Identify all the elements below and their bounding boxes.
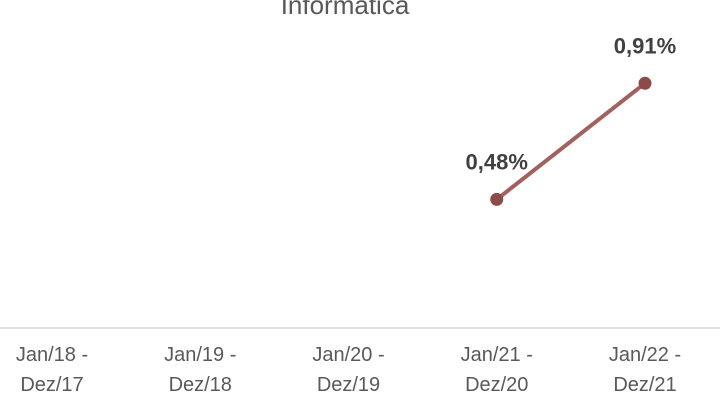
data-label: 0,48% (466, 149, 528, 174)
x-tick-label: Jan/22 - Dez/21 (608, 344, 682, 396)
data-label: 0,91% (614, 33, 676, 58)
point (638, 76, 652, 90)
series-line (494, 81, 647, 202)
x-tick-label: Jan/18 - Dez/17 (15, 344, 89, 396)
x-tick-label: Jan/20 - Dez/19 (312, 344, 385, 396)
x-tick-label: Jan/19 - Dez/18 (164, 344, 237, 396)
point (490, 192, 504, 206)
chart-title: Informática (281, 0, 410, 20)
x-tick-label: Jan/21 - Dez/20 (460, 344, 533, 396)
